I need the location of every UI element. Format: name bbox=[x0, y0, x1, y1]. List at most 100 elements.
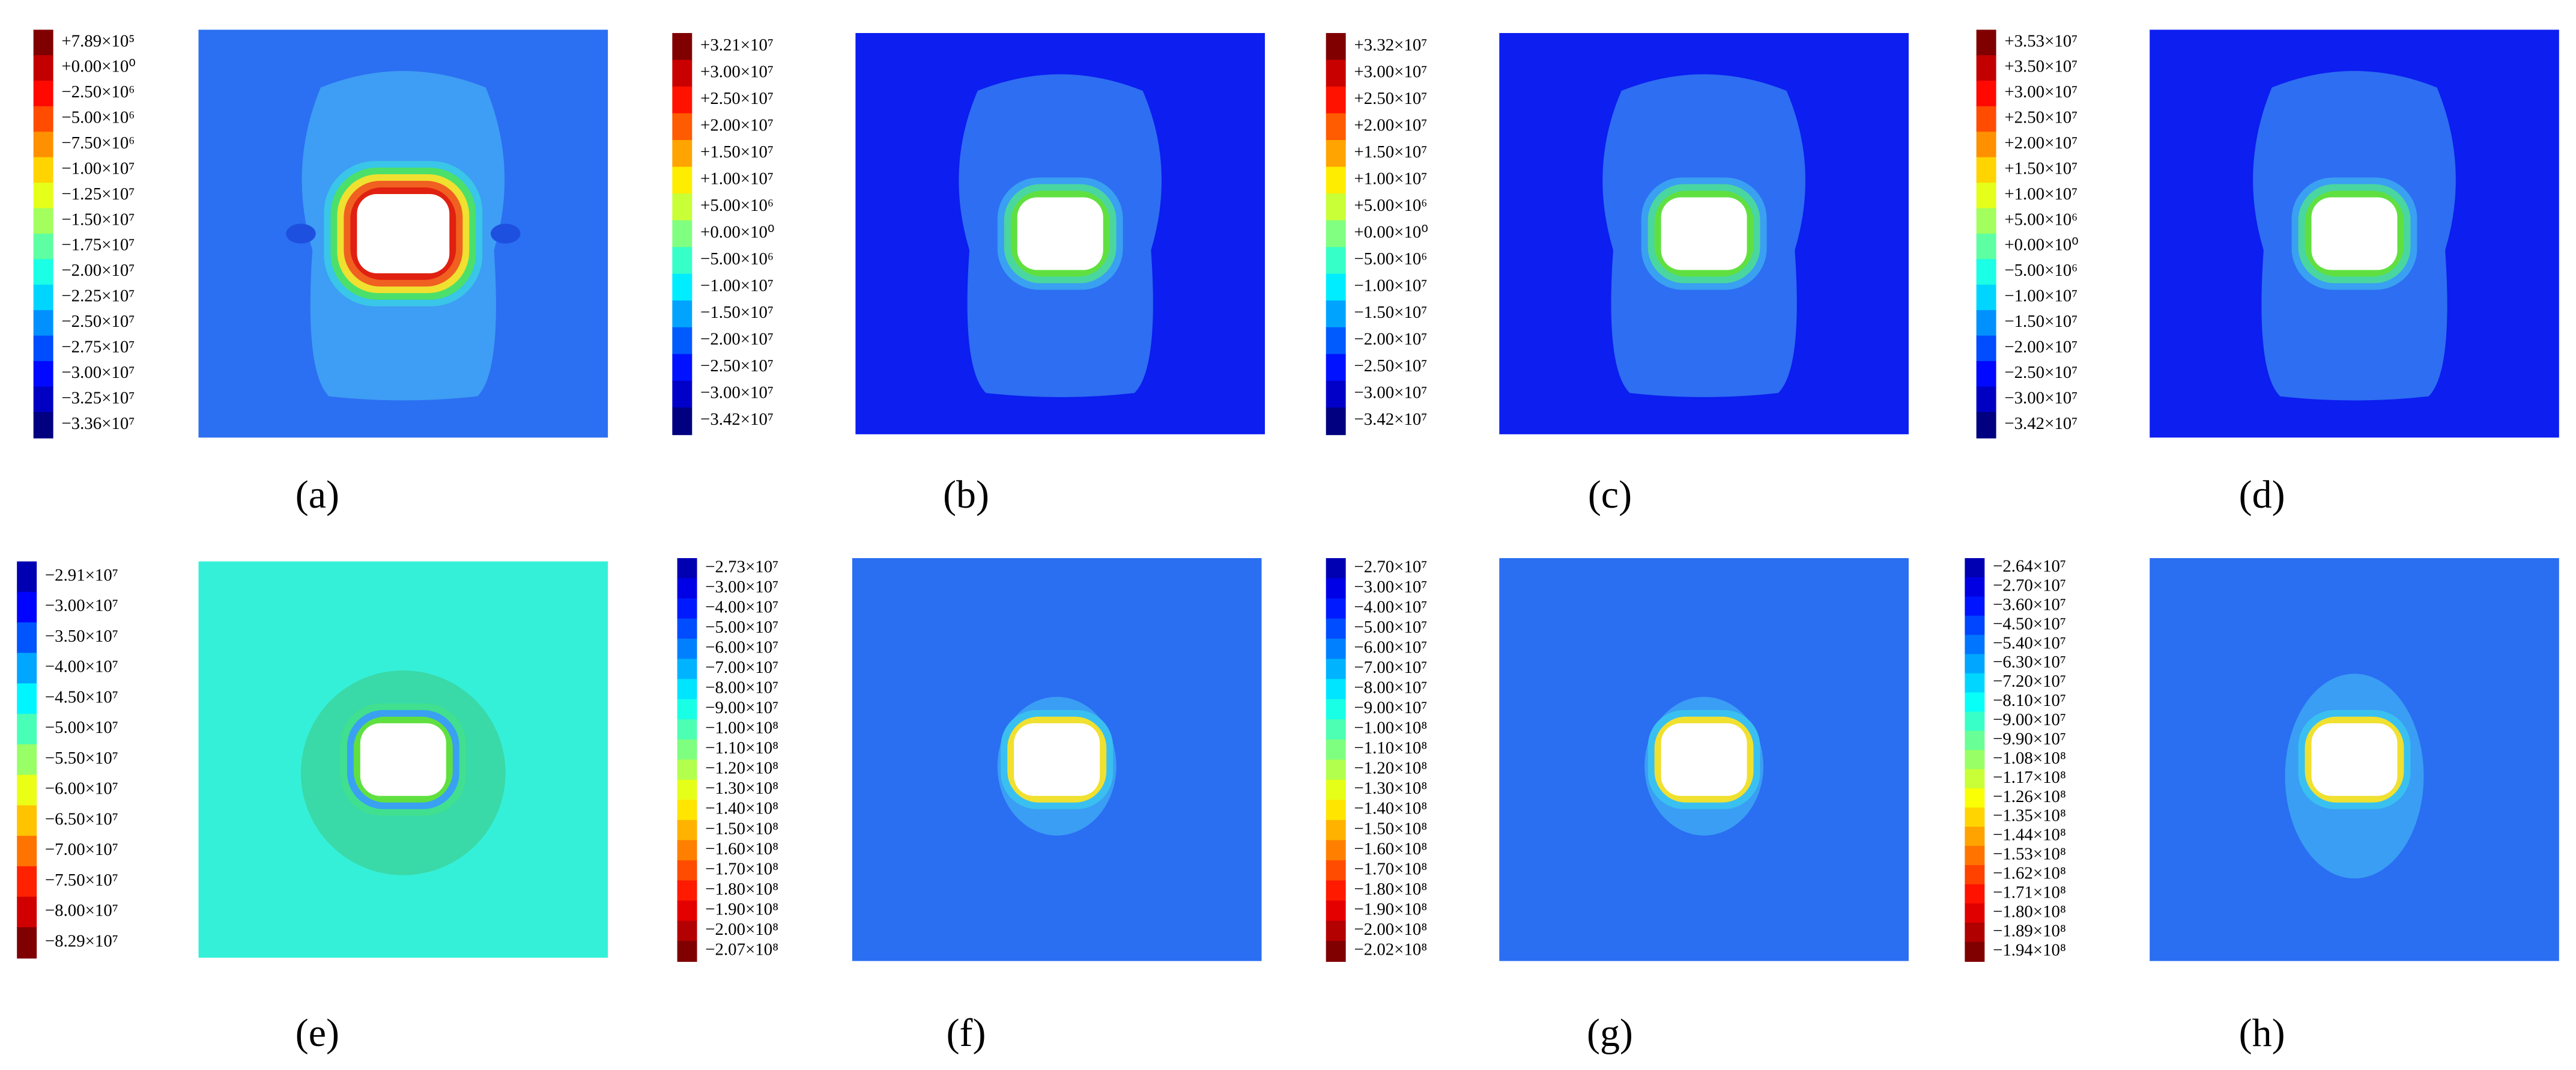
panel: −2.91×10⁷ −3.00×10⁷ −3.50×10⁷ −4.00×10⁷ −4.5… bbox=[17, 561, 608, 1055]
legend-label: +3.50×10⁷ bbox=[2004, 57, 2077, 76]
legend-swatch bbox=[1326, 719, 1346, 741]
legend-label: −1.00×10⁷ bbox=[1354, 276, 1427, 296]
legend-swatch bbox=[33, 259, 53, 286]
legend-swatch bbox=[1326, 699, 1346, 720]
legend-swatch bbox=[1326, 32, 1346, 61]
legend-swatch bbox=[17, 714, 37, 746]
legend-label: +2.50×10⁷ bbox=[1354, 89, 1427, 108]
legend-swatch bbox=[1965, 788, 1985, 809]
legend-label: −2.00×10⁸ bbox=[705, 920, 778, 939]
legend-swatch bbox=[672, 273, 692, 302]
legend-swatch bbox=[677, 779, 697, 801]
legend-label: −1.60×10⁸ bbox=[1354, 839, 1427, 859]
legend-swatch bbox=[1976, 106, 1996, 133]
legend-label: −1.50×10⁷ bbox=[1354, 303, 1427, 322]
legend-label: −1.30×10⁸ bbox=[705, 779, 778, 798]
legend-swatch bbox=[1965, 827, 1985, 847]
legend-label: +1.50×10⁷ bbox=[700, 142, 774, 162]
legend-swatch bbox=[1965, 596, 1985, 617]
legend-swatch bbox=[677, 920, 697, 942]
legend-label: −1.40×10⁸ bbox=[1354, 799, 1427, 818]
legend-swatch bbox=[1326, 941, 1346, 962]
legend-swatch bbox=[677, 658, 697, 680]
excavation-opening bbox=[2311, 197, 2398, 270]
legend-label: −1.80×10⁸ bbox=[1354, 880, 1427, 899]
legend-swatch bbox=[1326, 598, 1346, 619]
legend-swatch bbox=[672, 59, 692, 88]
legend-label: +5.00×10⁶ bbox=[1354, 196, 1427, 215]
legend-swatch bbox=[1976, 386, 1996, 413]
legend-swatch bbox=[1976, 29, 1996, 56]
legend-label: −3.25×10⁷ bbox=[61, 388, 135, 407]
legend-label: −3.60×10⁷ bbox=[1993, 595, 2066, 614]
panel: +3.32×10⁷ +3.00×10⁷ +2.50×10⁷ +2.00×10⁷ +1.5… bbox=[1326, 32, 1909, 517]
legend-label: −3.00×10⁷ bbox=[1354, 383, 1427, 403]
legend-label: −1.10×10⁸ bbox=[705, 738, 778, 758]
legend-label: −2.50×10⁷ bbox=[1354, 356, 1427, 375]
legend-swatch bbox=[1326, 327, 1346, 355]
legend-swatch bbox=[33, 183, 53, 209]
legend-label: −3.00×10⁷ bbox=[705, 577, 778, 597]
legend-label: −2.50×10⁷ bbox=[2004, 363, 2077, 382]
legend-swatch bbox=[1326, 380, 1346, 409]
excavation-opening bbox=[1014, 723, 1100, 796]
legend-swatch bbox=[1976, 310, 1996, 336]
legend-swatch bbox=[1976, 233, 1996, 260]
legend-swatch bbox=[1965, 577, 1985, 598]
legend-label: −2.00×10⁸ bbox=[1354, 920, 1427, 939]
legend-label: +3.53×10⁷ bbox=[2004, 31, 2077, 50]
panel: +3.53×10⁷ +3.50×10⁷ +3.00×10⁷ +2.50×10⁷ +2.0… bbox=[1976, 29, 2559, 517]
legend-swatch bbox=[1326, 578, 1346, 600]
legend-swatch bbox=[33, 412, 53, 439]
panel-caption: (e) bbox=[295, 1011, 339, 1055]
panel-caption: (h) bbox=[2239, 1011, 2285, 1055]
legend-label: −7.00×10⁷ bbox=[1354, 658, 1427, 677]
legend-label: −2.70×10⁷ bbox=[1993, 576, 2066, 595]
panel-caption: (d) bbox=[2239, 473, 2285, 517]
excavation-opening bbox=[357, 193, 450, 273]
contour-spot bbox=[490, 223, 521, 244]
legend-swatch bbox=[1965, 711, 1985, 732]
legend-label: −3.00×10⁷ bbox=[45, 596, 118, 615]
legend-swatch bbox=[17, 592, 37, 624]
legend-swatch bbox=[1326, 880, 1346, 902]
legend-label: +1.00×10⁷ bbox=[1354, 169, 1427, 188]
legend-label: −3.42×10⁷ bbox=[2004, 414, 2077, 433]
legend-label: −5.00×10⁷ bbox=[705, 618, 778, 637]
legend-label: −1.00×10⁷ bbox=[61, 159, 135, 178]
legend-swatch bbox=[1326, 558, 1346, 579]
legend-swatch bbox=[1326, 779, 1346, 801]
legend-swatch bbox=[677, 739, 697, 761]
legend-swatch bbox=[17, 805, 37, 837]
legend-label: −5.00×10⁷ bbox=[45, 718, 118, 737]
legend-label: +1.50×10⁷ bbox=[2004, 159, 2077, 178]
legend-label: −1.20×10⁸ bbox=[705, 759, 778, 778]
panel-caption: (a) bbox=[295, 473, 339, 517]
legend-swatch bbox=[17, 836, 37, 868]
legend-label: −1.08×10⁸ bbox=[1993, 749, 2066, 768]
legend-swatch bbox=[677, 699, 697, 720]
legend-swatch bbox=[1965, 903, 1985, 924]
legend-label: +2.00×10⁷ bbox=[1354, 115, 1427, 135]
legend-label: −1.17×10⁸ bbox=[1993, 768, 2066, 787]
legend-label: −2.73×10⁷ bbox=[705, 557, 778, 576]
legend-swatch bbox=[677, 941, 697, 962]
panel: −2.73×10⁷−3.00×10⁷−4.00×10⁷ −5.00×10⁷−6.0… bbox=[677, 557, 1262, 1055]
legend-swatch bbox=[677, 759, 697, 781]
legend-swatch bbox=[17, 866, 37, 898]
legend-label: −1.50×10⁷ bbox=[2004, 312, 2077, 331]
legend-label: +0.00×10⁰ bbox=[61, 57, 135, 76]
legend-swatch bbox=[1326, 679, 1346, 701]
legend-swatch bbox=[17, 622, 37, 654]
legend-label: +7.89×10⁵ bbox=[61, 31, 135, 50]
legend-label: −2.00×10⁷ bbox=[2004, 337, 2077, 356]
legend-label: +0.00×10⁰ bbox=[700, 223, 774, 242]
panel: −2.70×10⁷−3.00×10⁷−4.00×10⁷ −5.00×10⁷−6.0… bbox=[1326, 557, 1909, 1055]
legend-swatch bbox=[672, 166, 692, 195]
legend-label: −1.60×10⁸ bbox=[705, 839, 778, 859]
legend-label: +2.50×10⁷ bbox=[700, 89, 774, 108]
legend-label: −3.50×10⁷ bbox=[45, 627, 118, 646]
legend-swatch bbox=[33, 310, 53, 336]
legend-swatch bbox=[677, 598, 697, 619]
